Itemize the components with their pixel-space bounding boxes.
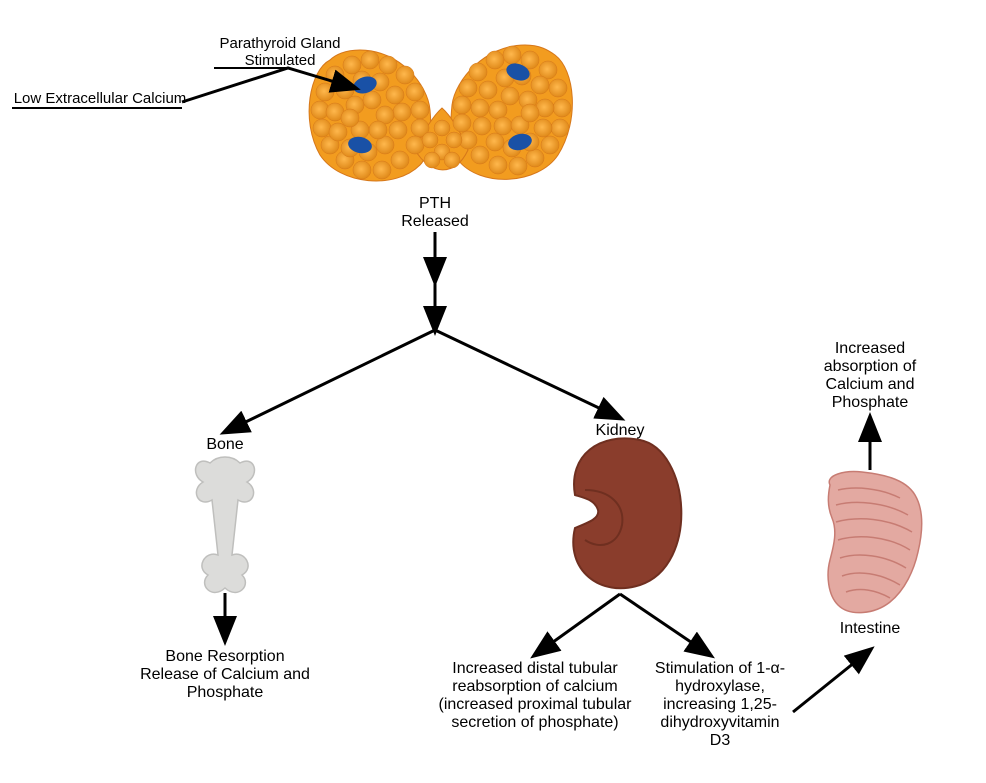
label-kidney-right-4: dihydroxyvitamin <box>645 714 795 732</box>
label-bone-r2: Release of Calcium and <box>120 666 330 684</box>
label-intestine-r1: Increased <box>815 340 925 358</box>
label-bone-r3: Phosphate <box>120 684 330 702</box>
label-kidney-right-5: D3 <box>645 732 795 750</box>
label-kidney-left-3: (increased proximal tubular <box>430 696 640 714</box>
label-kidney-title: Kidney <box>585 422 655 440</box>
label-intestine-r4: Phosphate <box>815 394 925 412</box>
label-kidney-right-2: hydroxylase, <box>645 678 795 696</box>
label-intestine-r3: Calcium and <box>815 376 925 394</box>
label-kidney-right-1: Stimulation of 1-α- <box>645 660 795 678</box>
label-intestine-title: Intestine <box>825 620 915 638</box>
label-para-stim-1: Parathyroid Gland <box>210 35 350 52</box>
bone-shape <box>196 457 255 592</box>
label-pth-1: PTH <box>395 195 475 213</box>
label-kidney-left-2: reabsorption of calcium <box>430 678 640 696</box>
label-kidney-right-3: increasing 1,25- <box>645 696 795 714</box>
label-bone-title: Bone <box>195 436 255 454</box>
label-pth-2: Released <box>395 213 475 231</box>
label-intestine-r2: absorption of <box>815 358 925 376</box>
intestine-shape <box>828 472 922 613</box>
label-kidney-left-4: secretion of phosphate) <box>430 714 640 732</box>
label-bone-r1: Bone Resorption <box>120 648 330 666</box>
kidney-shape <box>573 438 681 588</box>
label-para-stim-2: Stimulated <box>210 52 350 69</box>
label-kidney-left-1: Increased distal tubular <box>430 660 640 678</box>
label-low-ca: Low Extracellular Calcium <box>10 90 190 107</box>
arrows <box>182 68 870 712</box>
